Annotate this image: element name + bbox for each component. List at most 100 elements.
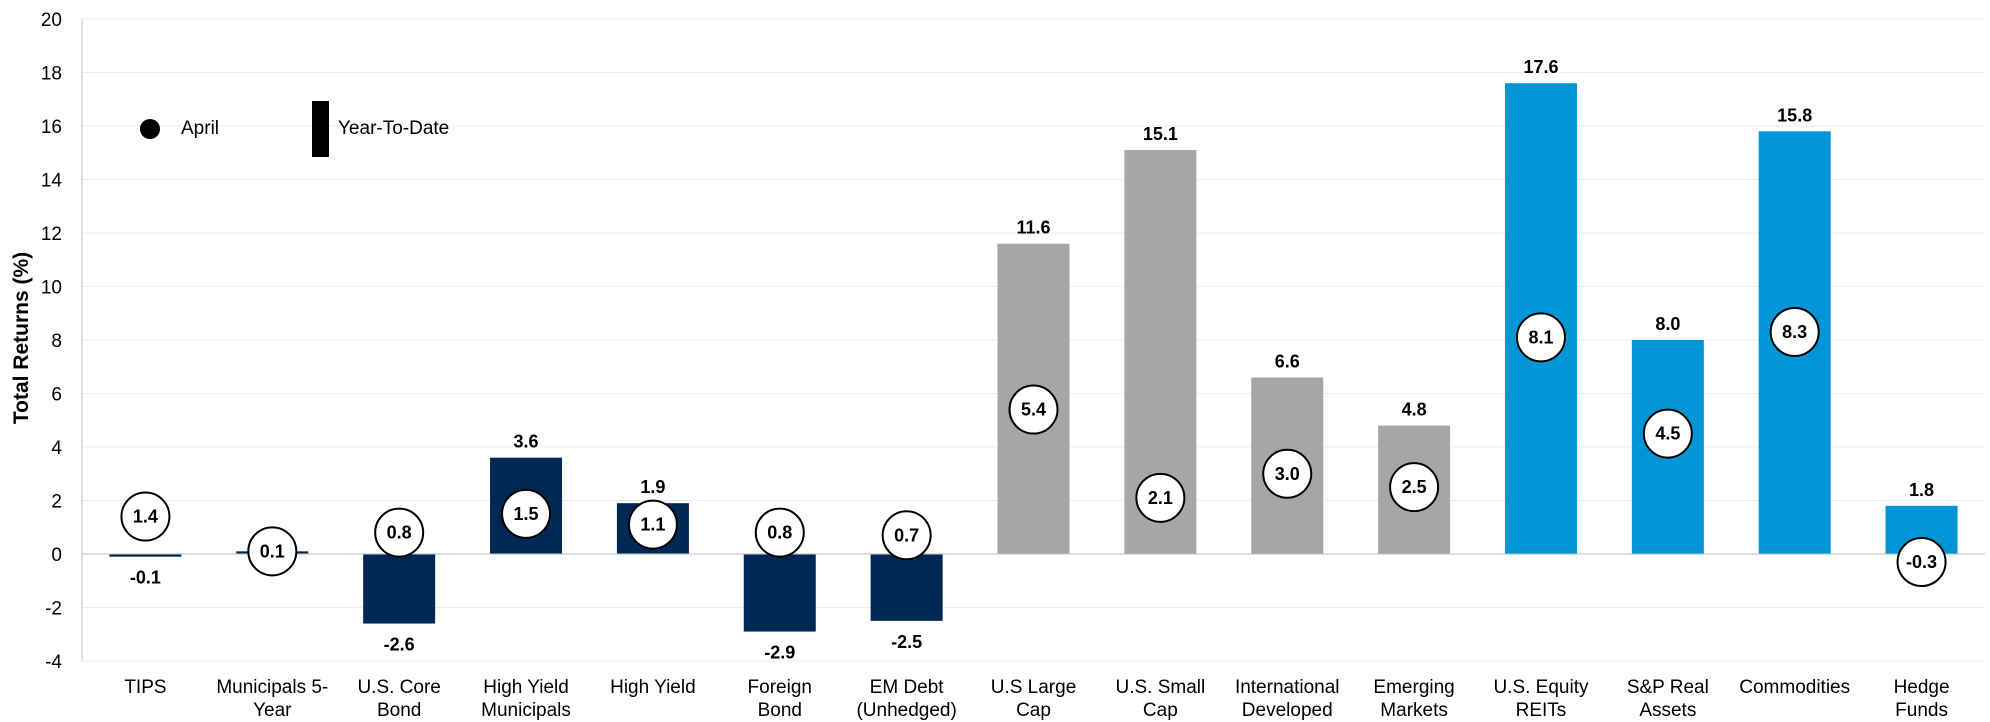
april-data-label: 2.1 [1148, 488, 1173, 508]
category-label: Emerging Markets [1373, 677, 1454, 721]
y-tick-label: 8 [51, 331, 62, 352]
category-label: Municipals 5-Year [216, 677, 328, 721]
category-label-line: S&P Real [1627, 677, 1709, 698]
april-marker [1896, 537, 1947, 588]
april-marker [881, 510, 932, 561]
ytd-data-label: 4.8 [1402, 400, 1427, 420]
category-label: High Yield [610, 677, 696, 698]
y-tick-label: 16 [41, 117, 62, 138]
legend-april-label: April [181, 118, 219, 139]
ytd-data-label: 6.6 [1275, 351, 1300, 371]
y-tick-label: -4 [45, 652, 62, 673]
category-label-line: Assets [1639, 700, 1696, 721]
category-label-line: Cap [1143, 700, 1178, 721]
category-label-line: Municipals [481, 700, 571, 721]
april-data-label: 4.5 [1655, 424, 1680, 444]
category-label: S&P Real Assets [1627, 677, 1709, 721]
april-data-label: 0.8 [767, 523, 792, 543]
april-marker [1389, 462, 1440, 513]
category-label-line: U.S. Equity [1493, 677, 1589, 698]
april-data-label: 8.1 [1528, 327, 1553, 347]
ytd-data-label: -2.6 [384, 635, 415, 655]
category-label-line: U.S. Small [1115, 677, 1205, 698]
april-data-label: 8.3 [1782, 322, 1807, 342]
category-label: U.S. Core Bond [357, 677, 440, 721]
april-data-label: 0.7 [894, 525, 919, 545]
april-marker [1262, 448, 1313, 499]
april-data-label: 1.5 [514, 504, 539, 524]
april-marker [1008, 384, 1059, 435]
category-label: U.S. Equity REITs [1493, 677, 1589, 721]
april-data-label: 1.4 [133, 507, 158, 527]
legend: April Year-To-Date [140, 101, 449, 157]
y-tick-labels: -4 -2 0 2 4 6 8 10 12 14 16 18 20 [41, 10, 63, 673]
ytd-data-label: -2.5 [891, 632, 922, 652]
category-label: EM Debt (Unhedged) [856, 677, 956, 721]
y-tick-label: 20 [41, 10, 62, 31]
april-marker [374, 507, 425, 558]
category-label-line: Emerging [1373, 677, 1454, 698]
april-markers: 1.4 0.1 0.8 1.5 1.1 0.8 0.7 5.4 2.1 3.0 2.5 8.1 4.5 8… [120, 306, 1947, 588]
legend-april-marker [140, 119, 160, 139]
april-data-label: -0.3 [1906, 552, 1937, 572]
category-label-line: Hedge [1894, 677, 1950, 698]
category-label: U.S. Small Cap [1115, 677, 1205, 721]
category-label-line: REITs [1516, 700, 1567, 721]
category-label: High Yield Municipals [481, 677, 571, 721]
category-label-line: Foreign [748, 677, 812, 698]
ytd-data-label: 15.1 [1143, 124, 1178, 144]
y-tick-label: 14 [41, 171, 63, 192]
category-label-line: Developed [1242, 700, 1333, 721]
april-data-label: 3.0 [1275, 464, 1300, 484]
y-tick-label: 2 [51, 492, 62, 513]
category-label-line: U.S Large [991, 677, 1077, 698]
ytd-bar [109, 554, 182, 557]
april-marker [627, 499, 678, 550]
category-label-line: High Yield [483, 677, 569, 698]
april-data-label: 5.4 [1021, 400, 1046, 420]
legend-ytd-label: Year-To-Date [338, 118, 449, 139]
ytd-data-label: 1.8 [1909, 480, 1934, 500]
category-label-line: (Unhedged) [856, 700, 956, 721]
category-label-line: TIPS [124, 677, 166, 698]
category-label-line: International [1235, 677, 1340, 698]
y-tick-label: 12 [41, 224, 62, 245]
y-tick-label: 4 [51, 438, 62, 459]
y-tick-label: 18 [41, 64, 62, 85]
april-marker [120, 491, 171, 542]
april-data-label: 1.1 [640, 515, 665, 535]
y-axis-title: Total Returns (%) [10, 252, 33, 424]
ytd-data-label: 15.8 [1777, 105, 1812, 125]
category-label-line: High Yield [610, 677, 696, 698]
y-tick-label: 0 [51, 545, 62, 566]
april-marker [501, 488, 552, 539]
april-marker [1135, 472, 1186, 523]
april-marker [1642, 408, 1693, 459]
category-label-line: Commodities [1739, 677, 1850, 698]
category-label: Foreign Bond [748, 677, 812, 721]
category-label-line: Funds [1895, 700, 1948, 721]
category-label: Commodities [1739, 677, 1850, 698]
category-label-line: EM Debt [870, 677, 945, 698]
ytd-bar [363, 554, 436, 624]
category-label-line: Bond [758, 700, 802, 721]
category-label-line: U.S. Core [357, 677, 440, 698]
category-label: U.S Large Cap [991, 677, 1077, 721]
ytd-data-label: 3.6 [514, 432, 539, 452]
ytd-bar [870, 554, 943, 621]
y-tick-label: 10 [41, 278, 62, 299]
y-tick-label: 6 [51, 385, 62, 406]
category-label-line: Bond [377, 700, 421, 721]
april-marker [1769, 306, 1820, 357]
bar-data-labels: -0.10.4-2.63.61.9-2.9-2.511.615.16.64.81… [130, 57, 1934, 662]
category-label: TIPS [124, 677, 166, 698]
ytd-data-label: 1.9 [640, 477, 665, 497]
ytd-data-label: -2.9 [764, 643, 795, 663]
ytd-data-label: 17.6 [1523, 57, 1558, 77]
category-label: Hedge Funds [1894, 677, 1950, 721]
april-data-label: 2.5 [1402, 477, 1427, 497]
april-marker [1515, 312, 1566, 363]
april-data-label: 0.1 [260, 541, 285, 561]
